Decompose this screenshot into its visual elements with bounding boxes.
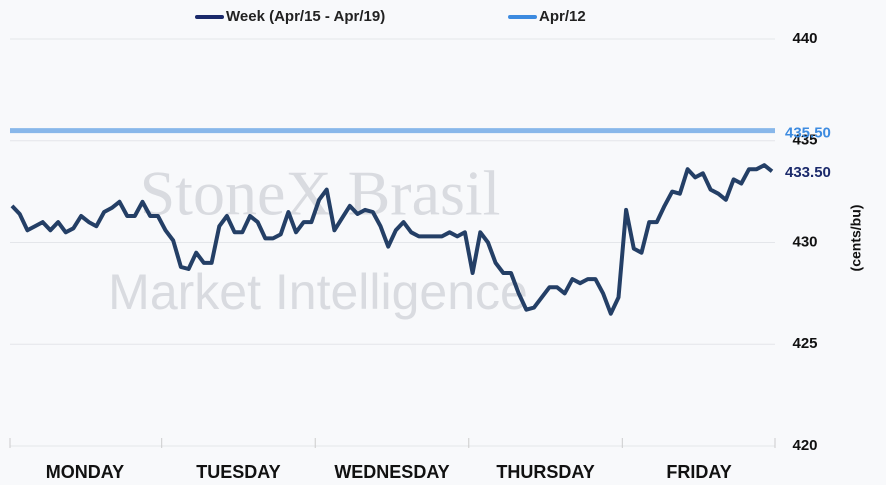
- x-tick-label: TUESDAY: [196, 462, 280, 482]
- y-tick-label: 440: [792, 30, 817, 47]
- x-tick-label: WEDNESDAY: [334, 462, 449, 482]
- y-tick-label: 435: [792, 132, 817, 149]
- line: [10, 163, 774, 316]
- legend-label: Apr/12: [539, 8, 586, 25]
- x-tick-label: MONDAY: [46, 462, 124, 482]
- watermark: Market Intelligence: [108, 264, 528, 320]
- x-tick-label: FRIDAY: [666, 462, 731, 482]
- x-tick-label: THURSDAY: [496, 462, 594, 482]
- y-tick-label: 430: [792, 233, 817, 250]
- y-tick-label: 420: [792, 437, 817, 454]
- last-value-label: 433.50: [785, 164, 831, 181]
- y-axis-label: (cents/bu): [848, 205, 864, 272]
- y-tick-label: 425: [792, 335, 817, 352]
- reference-value-label: 435.50: [785, 125, 831, 142]
- legend-label: Week (Apr/15 - Apr/19): [226, 8, 385, 25]
- watermark: StoneX Brasil: [140, 158, 501, 229]
